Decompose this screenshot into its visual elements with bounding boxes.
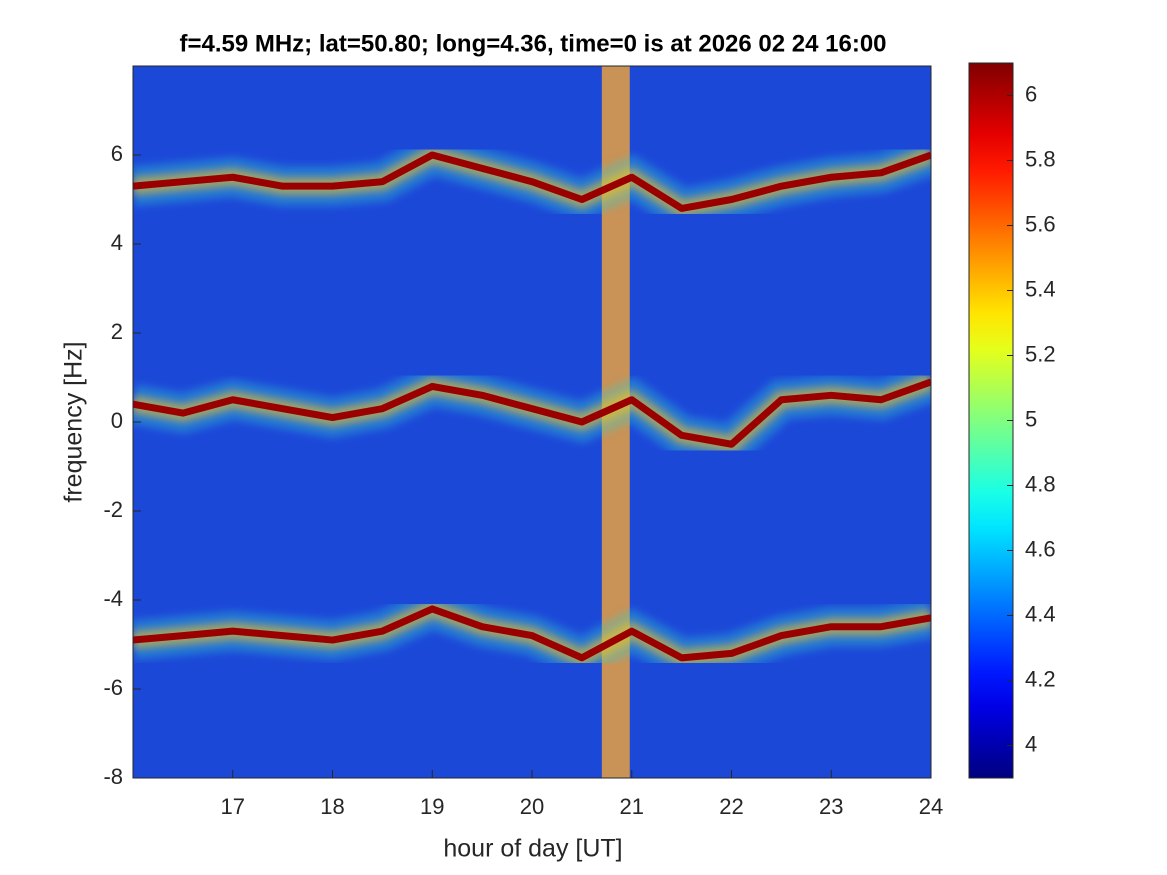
colorbar-tick-label: 4.8 <box>1025 471 1056 496</box>
y-tick-label: 4 <box>111 230 123 255</box>
x-tick-label: 19 <box>420 794 444 819</box>
colorbar-tick-label: 4 <box>1025 731 1037 756</box>
x-axis-label: hour of day [UT] <box>443 835 622 863</box>
plot-area <box>133 66 931 778</box>
x-tick-label: 22 <box>719 794 743 819</box>
colorbar-tick-label: 5.4 <box>1025 276 1056 301</box>
colorbar-tick-label: 5.6 <box>1025 211 1056 236</box>
y-tick-label: -4 <box>103 586 123 611</box>
colorbar-tick-label: 4.6 <box>1025 536 1056 561</box>
x-tick-label: 21 <box>620 794 644 819</box>
chart-title: f=4.59 MHz; lat=50.80; long=4.36, time=0… <box>179 30 886 57</box>
y-tick-label: 2 <box>111 319 123 344</box>
colorbar-tick-label: 5.2 <box>1025 341 1056 366</box>
ridge <box>133 378 931 448</box>
y-tick-label: -8 <box>103 764 123 789</box>
colorbar-tick-label: 6 <box>1025 81 1037 106</box>
ridge <box>133 605 931 662</box>
colorbar <box>968 62 1014 779</box>
y-tick-label: 0 <box>111 408 123 433</box>
colorbar-tick-label: 5 <box>1025 406 1037 431</box>
colorbar-tick-label: 4.4 <box>1025 601 1056 626</box>
x-tick-label: 20 <box>520 794 544 819</box>
colorbar-tick-label: 4.2 <box>1025 666 1056 691</box>
colorbar-tick-label: 5.8 <box>1025 146 1056 171</box>
x-tick-label: 17 <box>221 794 245 819</box>
y-tick-label: 6 <box>111 141 123 166</box>
x-tick-label: 23 <box>819 794 843 819</box>
y-axis-label: frequency [Hz] <box>60 341 88 502</box>
y-tick-label: -2 <box>103 497 123 522</box>
ridge <box>133 151 931 212</box>
y-tick-label: -6 <box>103 675 123 700</box>
x-tick-label: 18 <box>320 794 344 819</box>
x-tick-label: 24 <box>919 794 943 819</box>
